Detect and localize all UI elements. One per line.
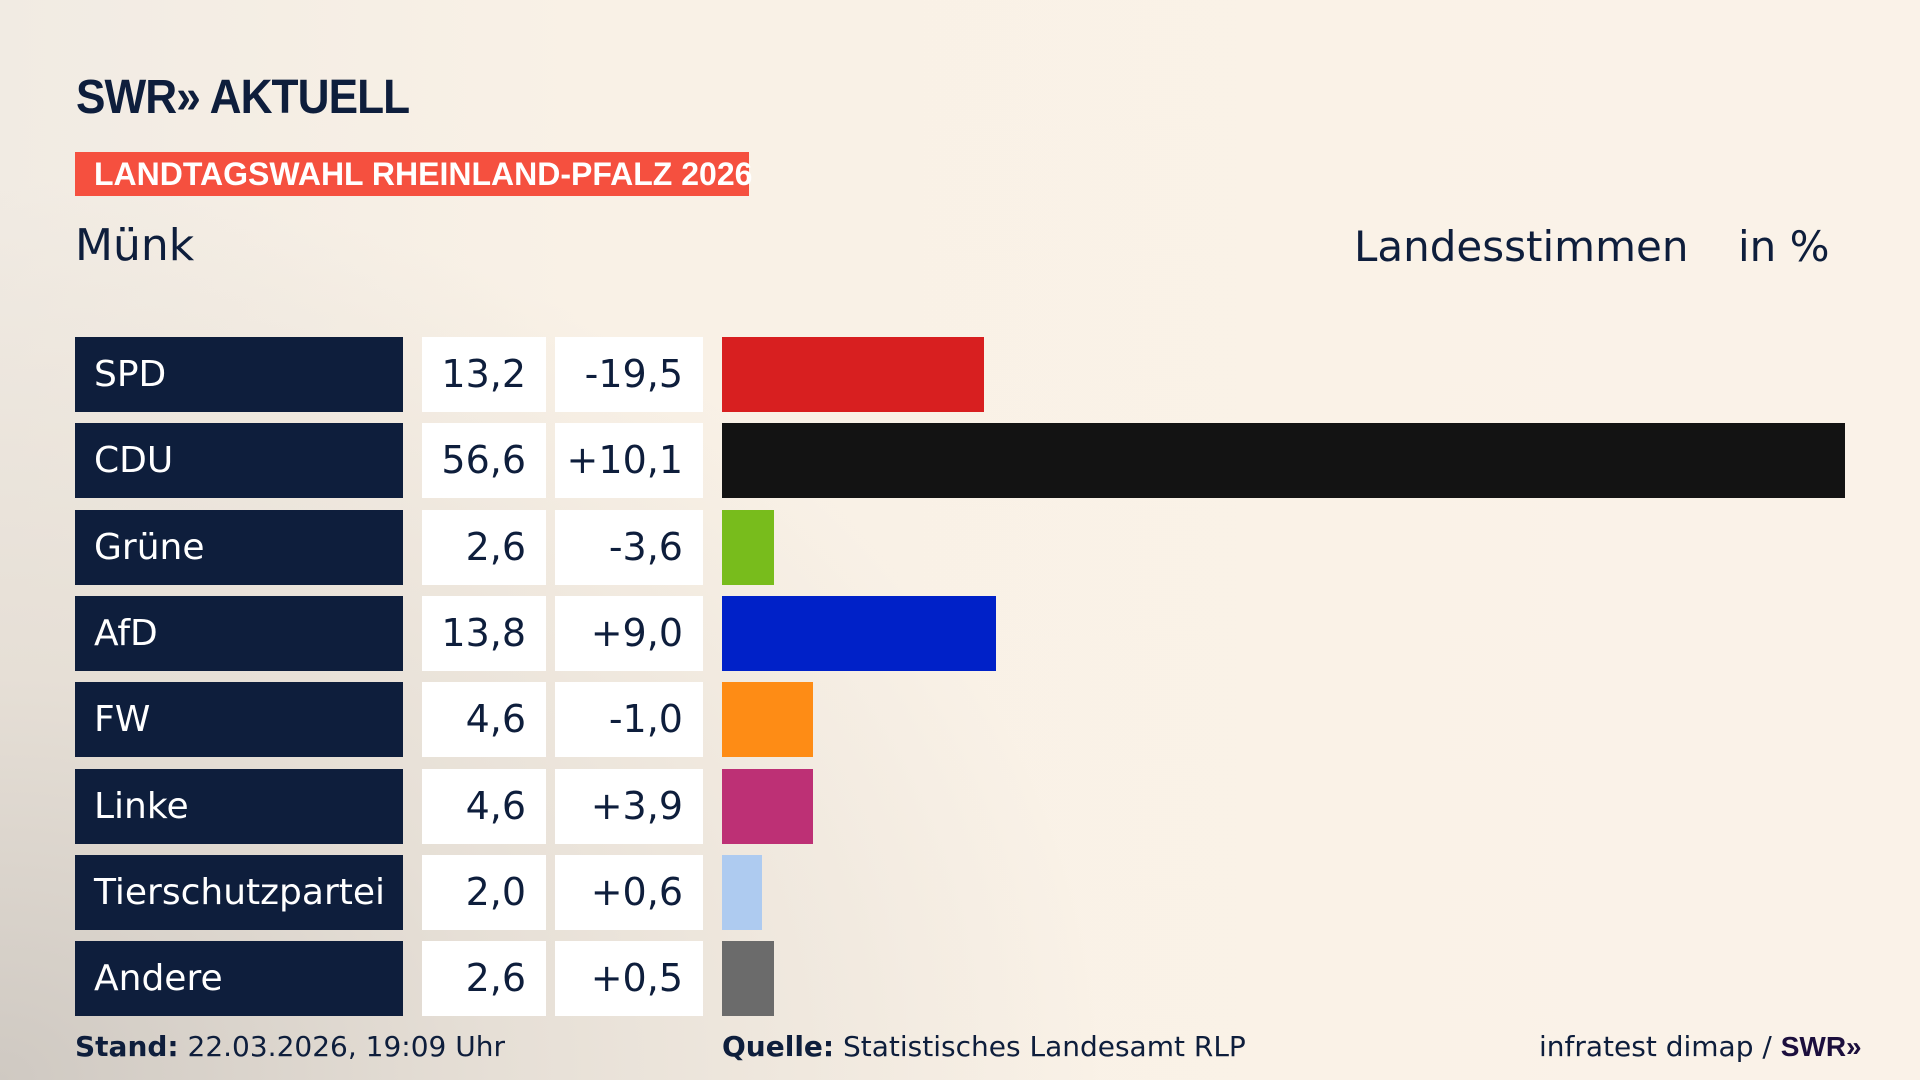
- bar-afd: [722, 595, 996, 671]
- diff-label: +9,0: [555, 595, 703, 671]
- diff-label: +0,5: [555, 941, 703, 1017]
- swr-logo-small: SWR»: [1780, 1031, 1862, 1062]
- value-label: 56,6: [422, 423, 546, 499]
- credit: infratest dimap / SWR»: [1539, 1030, 1862, 1063]
- party-row: CDU 56,6 +10,1: [0, 423, 1920, 499]
- bar-andere: [722, 941, 774, 1017]
- measure-label: Landesstimmen: [1354, 222, 1689, 271]
- party-name: FW: [75, 682, 403, 758]
- value-label: 13,8: [422, 595, 546, 671]
- diff-label: +3,9: [555, 768, 703, 844]
- party-name: AfD: [75, 595, 403, 671]
- diff-label: -19,5: [555, 337, 703, 412]
- bar-cdu: [722, 423, 1845, 499]
- diff-label: +0,6: [555, 854, 703, 930]
- party-row: SPD 13,2 -19,5: [0, 337, 1920, 412]
- party-name: SPD: [75, 337, 403, 412]
- credit-text: infratest dimap /: [1539, 1030, 1781, 1063]
- party-row: Tierschutzpartei 2,0 +0,6: [0, 854, 1920, 930]
- bar-tierschutzpartei: [722, 854, 762, 930]
- stand-label: Stand:: [75, 1030, 179, 1063]
- source: Quelle: Statistisches Landesamt RLP: [722, 1030, 1246, 1063]
- party-row: Grüne 2,6 -3,6: [0, 509, 1920, 585]
- unit-label: in %: [1738, 222, 1830, 271]
- value-label: 4,6: [422, 682, 546, 758]
- value-label: 2,6: [422, 509, 546, 585]
- party-row: AfD 13,8 +9,0: [0, 595, 1920, 671]
- value-label: 2,6: [422, 941, 546, 1017]
- value-label: 2,0: [422, 854, 546, 930]
- party-row: FW 4,6 -1,0: [0, 682, 1920, 758]
- bar-linke: [722, 768, 814, 844]
- region-title: Münk: [75, 220, 195, 271]
- source-value: Statistisches Landesamt RLP: [834, 1030, 1246, 1063]
- party-row: Andere 2,6 +0,5: [0, 941, 1920, 1017]
- party-row: Linke 4,6 +3,9: [0, 768, 1920, 844]
- bar-spd: [722, 337, 984, 412]
- party-name: Linke: [75, 768, 403, 844]
- swr-aktuell-logo: SWR» AKTUELL: [76, 71, 410, 124]
- election-banner: LANDTAGSWAHL RHEINLAND-PFALZ 2026: [75, 152, 752, 196]
- party-name: Grüne: [75, 509, 403, 585]
- diff-label: -3,6: [555, 509, 703, 585]
- value-label: 4,6: [422, 768, 546, 844]
- bar-fw: [722, 682, 814, 758]
- party-name: CDU: [75, 423, 403, 499]
- source-label: Quelle:: [722, 1030, 835, 1063]
- party-name: Andere: [75, 941, 403, 1017]
- value-label: 13,2: [422, 337, 546, 412]
- party-name: Tierschutzpartei: [75, 854, 403, 930]
- timestamp: Stand: 22.03.2026, 19:09 Uhr: [75, 1030, 505, 1063]
- diff-label: -1,0: [555, 682, 703, 758]
- diff-label: +10,1: [555, 423, 703, 499]
- stand-value: 22.03.2026, 19:09 Uhr: [178, 1030, 505, 1063]
- bar-grüne: [722, 509, 774, 585]
